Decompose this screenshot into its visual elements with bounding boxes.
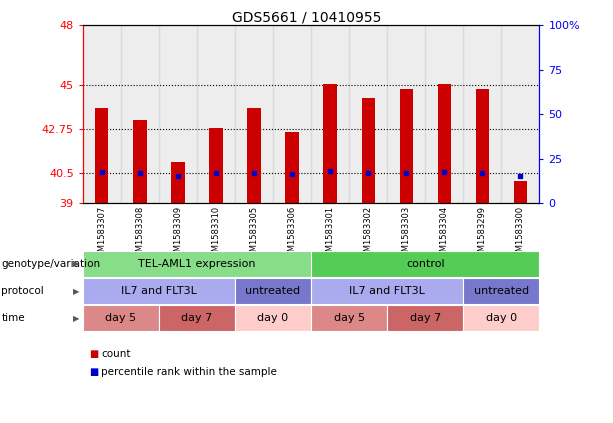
Text: ■: ■: [89, 349, 98, 360]
Text: time: time: [1, 313, 25, 323]
Bar: [438, 84, 451, 203]
Text: day 7: day 7: [409, 313, 441, 323]
Bar: [324, 84, 337, 203]
Text: protocol: protocol: [1, 286, 44, 296]
Bar: [159, 25, 197, 203]
Bar: [273, 25, 311, 203]
Bar: [349, 25, 387, 203]
Bar: [311, 25, 349, 203]
Bar: [83, 25, 121, 203]
Bar: [248, 108, 261, 203]
Text: day 5: day 5: [105, 313, 136, 323]
Text: day 7: day 7: [181, 313, 213, 323]
Bar: [171, 162, 185, 203]
Bar: [425, 25, 463, 203]
Text: genotype/variation: genotype/variation: [1, 259, 101, 269]
Text: GDS5661 / 10410955: GDS5661 / 10410955: [232, 11, 381, 25]
Bar: [133, 120, 147, 203]
Text: untreated: untreated: [245, 286, 300, 296]
Bar: [400, 88, 413, 203]
Bar: [209, 128, 223, 203]
Bar: [501, 25, 539, 203]
Bar: [95, 108, 109, 203]
Bar: [197, 25, 235, 203]
Text: percentile rank within the sample: percentile rank within the sample: [101, 367, 277, 377]
Text: ■: ■: [89, 367, 98, 377]
Text: control: control: [406, 259, 444, 269]
Bar: [235, 25, 273, 203]
Text: day 0: day 0: [257, 313, 289, 323]
Text: ▶: ▶: [73, 259, 80, 269]
Bar: [476, 88, 489, 203]
Bar: [121, 25, 159, 203]
Text: ▶: ▶: [73, 313, 80, 323]
Bar: [514, 181, 527, 203]
Text: IL7 and FLT3L: IL7 and FLT3L: [121, 286, 197, 296]
Text: day 0: day 0: [486, 313, 517, 323]
Text: IL7 and FLT3L: IL7 and FLT3L: [349, 286, 425, 296]
Text: untreated: untreated: [474, 286, 529, 296]
Bar: [463, 25, 501, 203]
Bar: [362, 99, 375, 203]
Text: day 5: day 5: [333, 313, 365, 323]
Text: ▶: ▶: [73, 286, 80, 296]
Text: TEL-AML1 expression: TEL-AML1 expression: [138, 259, 256, 269]
Bar: [387, 25, 425, 203]
Bar: [286, 132, 299, 203]
Text: count: count: [101, 349, 131, 360]
